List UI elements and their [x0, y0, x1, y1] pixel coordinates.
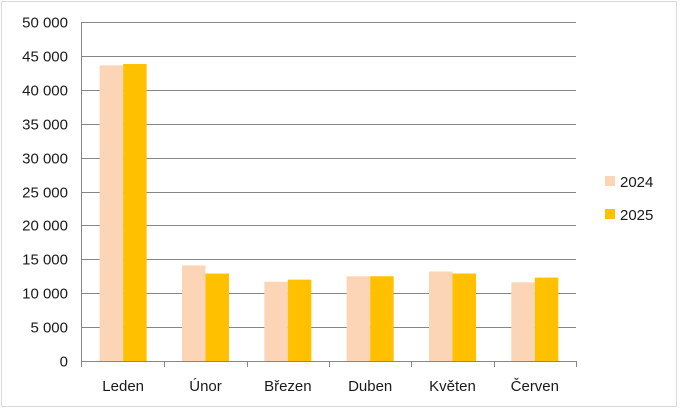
- legend-label: 2025: [620, 207, 653, 224]
- gridlines: [82, 22, 576, 328]
- x-tick-label: Duben: [348, 378, 392, 395]
- bar-2025-Květen: [452, 273, 476, 361]
- y-tick-label: 10 000: [22, 286, 68, 303]
- y-tick-label: 30 000: [22, 151, 68, 168]
- y-tick-label: 40 000: [22, 83, 68, 100]
- y-tick-label: 15 000: [22, 252, 68, 269]
- bar-2024-Leden: [99, 65, 124, 361]
- bar-2024-Únor: [182, 265, 206, 361]
- legend: 2024 2025: [605, 174, 653, 224]
- legend-swatch-2024: [605, 176, 615, 186]
- x-tick-label: Červen: [511, 378, 559, 395]
- y-tick-label: 50 000: [22, 15, 68, 32]
- y-tick-label: 35 000: [22, 117, 68, 134]
- bar-2025-Leden: [123, 64, 147, 361]
- legend-swatch-2025: [605, 209, 615, 219]
- x-tick-label: Březen: [264, 378, 312, 395]
- bar-2024-Březen: [264, 281, 288, 361]
- y-tick-label: 20 000: [22, 218, 68, 235]
- bar-2025-Duben: [370, 276, 394, 361]
- y-tick-label: 0: [60, 354, 68, 371]
- y-tick-label: 5 000: [30, 320, 68, 337]
- bars: [99, 64, 559, 361]
- y-axis: 0 5 000 10 000 15 000 20 000 25 000 30 000 35 0…: [22, 15, 576, 371]
- legend-label: 2024: [620, 174, 653, 191]
- x-axis: Leden Únor Březen Duben Květen Červen: [81, 361, 577, 395]
- bar-2025-Únor: [205, 273, 229, 361]
- x-tick-label: Únor: [189, 378, 222, 395]
- y-tick-label: 25 000: [22, 185, 68, 202]
- y-tick-label: 45 000: [22, 49, 68, 66]
- bar-2024-Duben: [346, 276, 371, 361]
- bar-2025-Březen: [287, 279, 312, 361]
- bar-2024-Červen: [511, 282, 535, 361]
- x-tick-label: Leden: [102, 378, 144, 395]
- bar-2025-Červen: [534, 277, 559, 361]
- x-tick-label: Květen: [429, 378, 476, 395]
- bar-2024-Květen: [429, 271, 453, 361]
